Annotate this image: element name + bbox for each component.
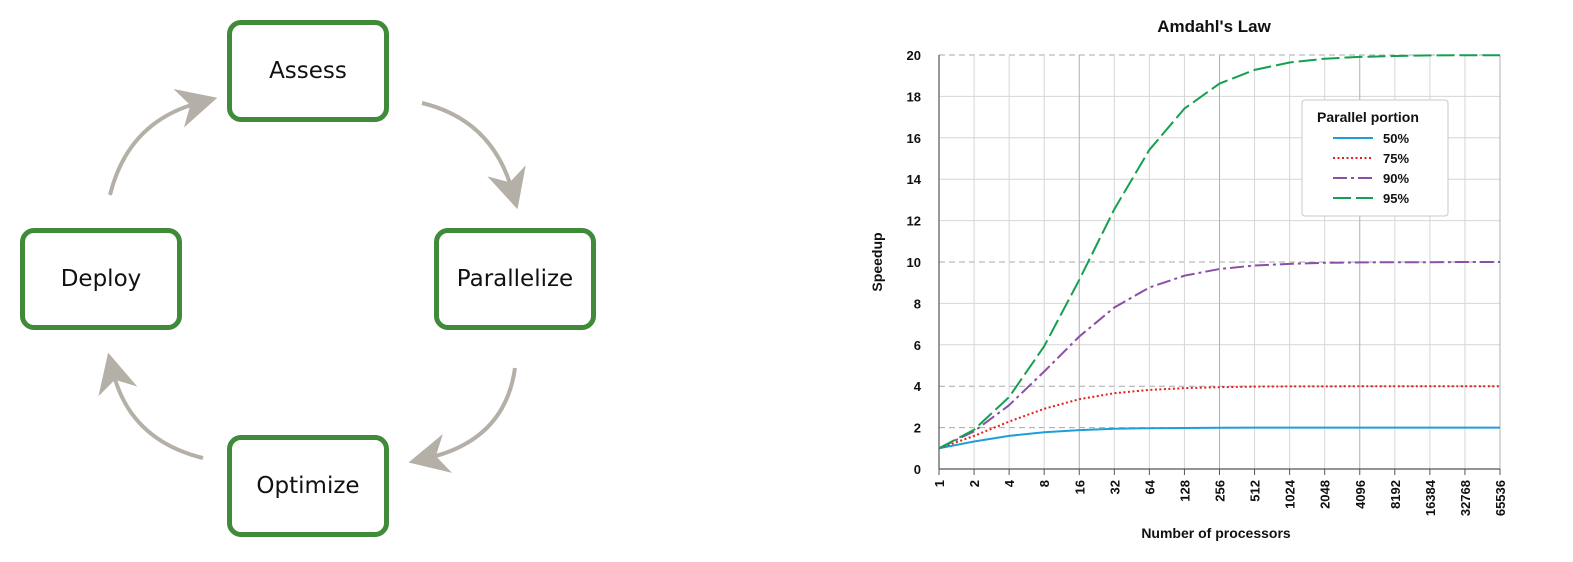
arrow-deploy-to-assess — [108, 88, 218, 196]
workflow-cycle-diagram: Assess Parallelize Optimize Deploy — [0, 0, 640, 562]
series-line-75pct — [938, 385, 1500, 450]
x-tick-label: 16 — [1072, 480, 1087, 494]
y-tick-label: 2 — [914, 421, 921, 436]
legend-frame — [1301, 99, 1449, 217]
y-tick-label: 18 — [907, 89, 921, 104]
y-tick-label: 14 — [907, 172, 922, 187]
arrow-parallelize-to-optimize — [408, 367, 517, 473]
x-tick-label: 65536 — [1493, 480, 1508, 516]
x-tick-label: 32 — [1107, 480, 1122, 494]
x-tick-label: 8192 — [1388, 480, 1403, 509]
stage-optimize: Optimize — [227, 435, 389, 537]
x-tick-label: 1024 — [1283, 479, 1298, 509]
x-tick-label: 8 — [1037, 480, 1052, 487]
y-tick-label: 10 — [907, 255, 921, 270]
legend-label: 75% — [1383, 151, 1409, 166]
series-line-50pct — [938, 426, 1500, 450]
legend-label: 95% — [1383, 191, 1409, 206]
legend-label: 50% — [1383, 131, 1409, 146]
y-tick-label: 12 — [907, 214, 921, 229]
y-tick-label: 8 — [914, 296, 921, 311]
x-tick-label: 16384 — [1423, 479, 1438, 516]
series-layer — [938, 54, 1500, 450]
y-tick-label: 6 — [914, 338, 921, 353]
x-axis-label: Number of processors — [1141, 525, 1291, 541]
x-tick-label: 512 — [1248, 480, 1263, 502]
x-tick-label: 4096 — [1353, 480, 1368, 509]
y-tick-label: 16 — [907, 131, 921, 146]
legend-items: 50% 75% 90% 95% — [1333, 131, 1409, 206]
x-tick-label: 256 — [1213, 480, 1228, 502]
x-tick-label: 64 — [1142, 479, 1157, 494]
stage-deploy: Deploy — [20, 228, 182, 330]
series-line-90pct — [938, 261, 1500, 450]
x-tick-label: 4 — [1002, 479, 1017, 487]
y-tick-label: 4 — [914, 379, 922, 394]
y-tick-label: 20 — [907, 48, 921, 63]
x-tick-label: 2 — [967, 480, 982, 487]
cycle-arrows — [98, 88, 526, 473]
legend-label: 90% — [1383, 171, 1409, 186]
series-line-95pct — [938, 54, 1500, 450]
legend: Parallel portion 50% 75% 90% 95% — [1301, 99, 1449, 217]
y-tick-label: 0 — [914, 462, 921, 477]
arrow-assess-to-parallelize — [421, 101, 526, 210]
x-tick-label: 1 — [932, 480, 947, 487]
stage-assess: Assess — [227, 20, 389, 122]
chart-title: Amdahl's Law — [1157, 17, 1271, 36]
legend-title: Parallel portion — [1317, 109, 1419, 125]
y-axis-label: Speedup — [869, 232, 885, 291]
arrow-optimize-to-deploy — [98, 352, 204, 460]
x-tick-label: 32768 — [1458, 480, 1473, 516]
x-tick-label: 128 — [1177, 480, 1192, 502]
x-tick-label: 2048 — [1318, 480, 1333, 509]
stage-parallelize: Parallelize — [434, 228, 596, 330]
